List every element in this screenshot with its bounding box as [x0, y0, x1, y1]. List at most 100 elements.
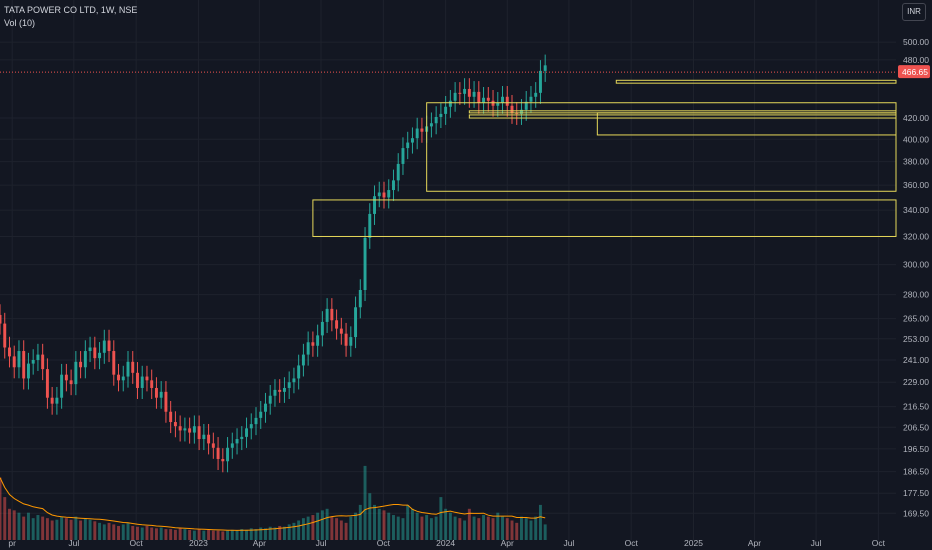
candle-body [197, 426, 201, 440]
y-tick-label: 206.50 [903, 422, 929, 432]
volume-bar [439, 497, 443, 540]
volume-bar [368, 493, 372, 540]
candle-body [74, 361, 78, 385]
volume-bar [131, 525, 135, 540]
volume-bar [159, 527, 163, 540]
volume-bar [520, 516, 523, 540]
volume-bar [534, 516, 538, 540]
volume-bar [36, 515, 40, 540]
candle-body [472, 91, 476, 97]
x-tick-label: Oct [872, 538, 886, 548]
volume-bar [524, 518, 528, 540]
zone-rect[interactable] [615, 79, 897, 84]
candle-body [107, 340, 111, 352]
candle-body [221, 458, 225, 462]
zone-rect[interactable] [312, 199, 897, 237]
x-tick-label: Oct [130, 538, 144, 548]
candle-body [45, 369, 49, 398]
candle-body [216, 447, 220, 459]
candle-body [467, 88, 471, 97]
volume-bar [377, 508, 381, 540]
volume-bar [268, 526, 272, 540]
volume-bar [41, 516, 45, 540]
volume-bar [349, 516, 353, 540]
volume-bar [316, 512, 320, 540]
candle-body [145, 376, 149, 381]
volume-bar [259, 527, 263, 540]
candle-body [192, 426, 196, 433]
candle-body [406, 142, 410, 149]
volume-bar [482, 515, 486, 540]
x-tick-label: Oct [377, 538, 391, 548]
volume-bar [339, 520, 343, 540]
candle-body [477, 91, 481, 103]
candle-body [486, 97, 490, 101]
zone-rect[interactable] [426, 102, 897, 192]
candle-body [240, 436, 244, 440]
candle-body [377, 192, 381, 197]
candle-body [448, 100, 452, 107]
candle-body [93, 347, 97, 359]
currency-button[interactable]: INR [902, 3, 926, 21]
zone-rect[interactable] [468, 114, 897, 119]
volume-bar [74, 516, 78, 540]
candle-body [273, 389, 277, 396]
volume-bar [486, 516, 490, 540]
volume-bar [392, 515, 395, 540]
volume-bar [178, 528, 182, 540]
y-tick-label: 241.00 [903, 355, 929, 365]
volume-bar [467, 508, 471, 540]
zone-rect[interactable] [596, 112, 897, 136]
volume-bar [154, 528, 158, 540]
candle-body [259, 411, 263, 418]
volume-indicator-label[interactable]: Vol (10) [4, 18, 36, 28]
candle-body [373, 196, 376, 214]
candle-body [358, 290, 362, 308]
volume-bar [211, 530, 215, 540]
volume-bar [306, 516, 310, 540]
candle-body [226, 447, 230, 462]
y-tick-label: 360.00 [903, 180, 929, 190]
candle-body [164, 391, 168, 412]
candle-body [245, 428, 248, 437]
candle-body [410, 138, 414, 143]
symbol-title[interactable]: TATA POWER CO LTD, 1W, NSE [4, 5, 138, 15]
volume-bar [245, 529, 248, 540]
x-tick-label: 2024 [436, 538, 455, 548]
candle-body [354, 307, 358, 338]
candle-body [335, 320, 339, 329]
candle-body [31, 359, 35, 364]
volume-bar [45, 518, 49, 540]
x-tick-label: Oct [625, 538, 639, 548]
volume-bar [387, 512, 391, 540]
candle-body [491, 100, 495, 106]
volume-bar [301, 518, 305, 540]
candle-body [363, 237, 367, 291]
axes: 500.00 480.00 420.00 400.00 380.00 360.00 340.… [0, 37, 930, 548]
volume-bar [17, 512, 21, 540]
candle-body [140, 376, 144, 388]
volume-bar [297, 520, 301, 540]
y-tick-label: 280.00 [903, 290, 929, 300]
x-tick-label: Jul [316, 538, 327, 548]
volume-bar [396, 516, 400, 540]
candle-body [349, 337, 353, 346]
volume-bar [425, 515, 429, 540]
volume-bar [98, 522, 102, 540]
candle-body [60, 374, 64, 398]
zones[interactable] [312, 79, 897, 237]
volume-bar [8, 508, 11, 540]
volume-bar [410, 508, 414, 540]
volume-bar [335, 518, 339, 540]
candle-body [121, 376, 125, 381]
candle-body [434, 116, 438, 124]
candle-body [112, 351, 116, 375]
candle-body [538, 70, 542, 93]
volume-bar [88, 519, 92, 540]
volume-bar [278, 525, 282, 540]
volume-bar [60, 516, 64, 540]
y-tick-label: 400.00 [903, 134, 929, 144]
candle-body [79, 361, 83, 368]
candle-body [534, 92, 538, 97]
